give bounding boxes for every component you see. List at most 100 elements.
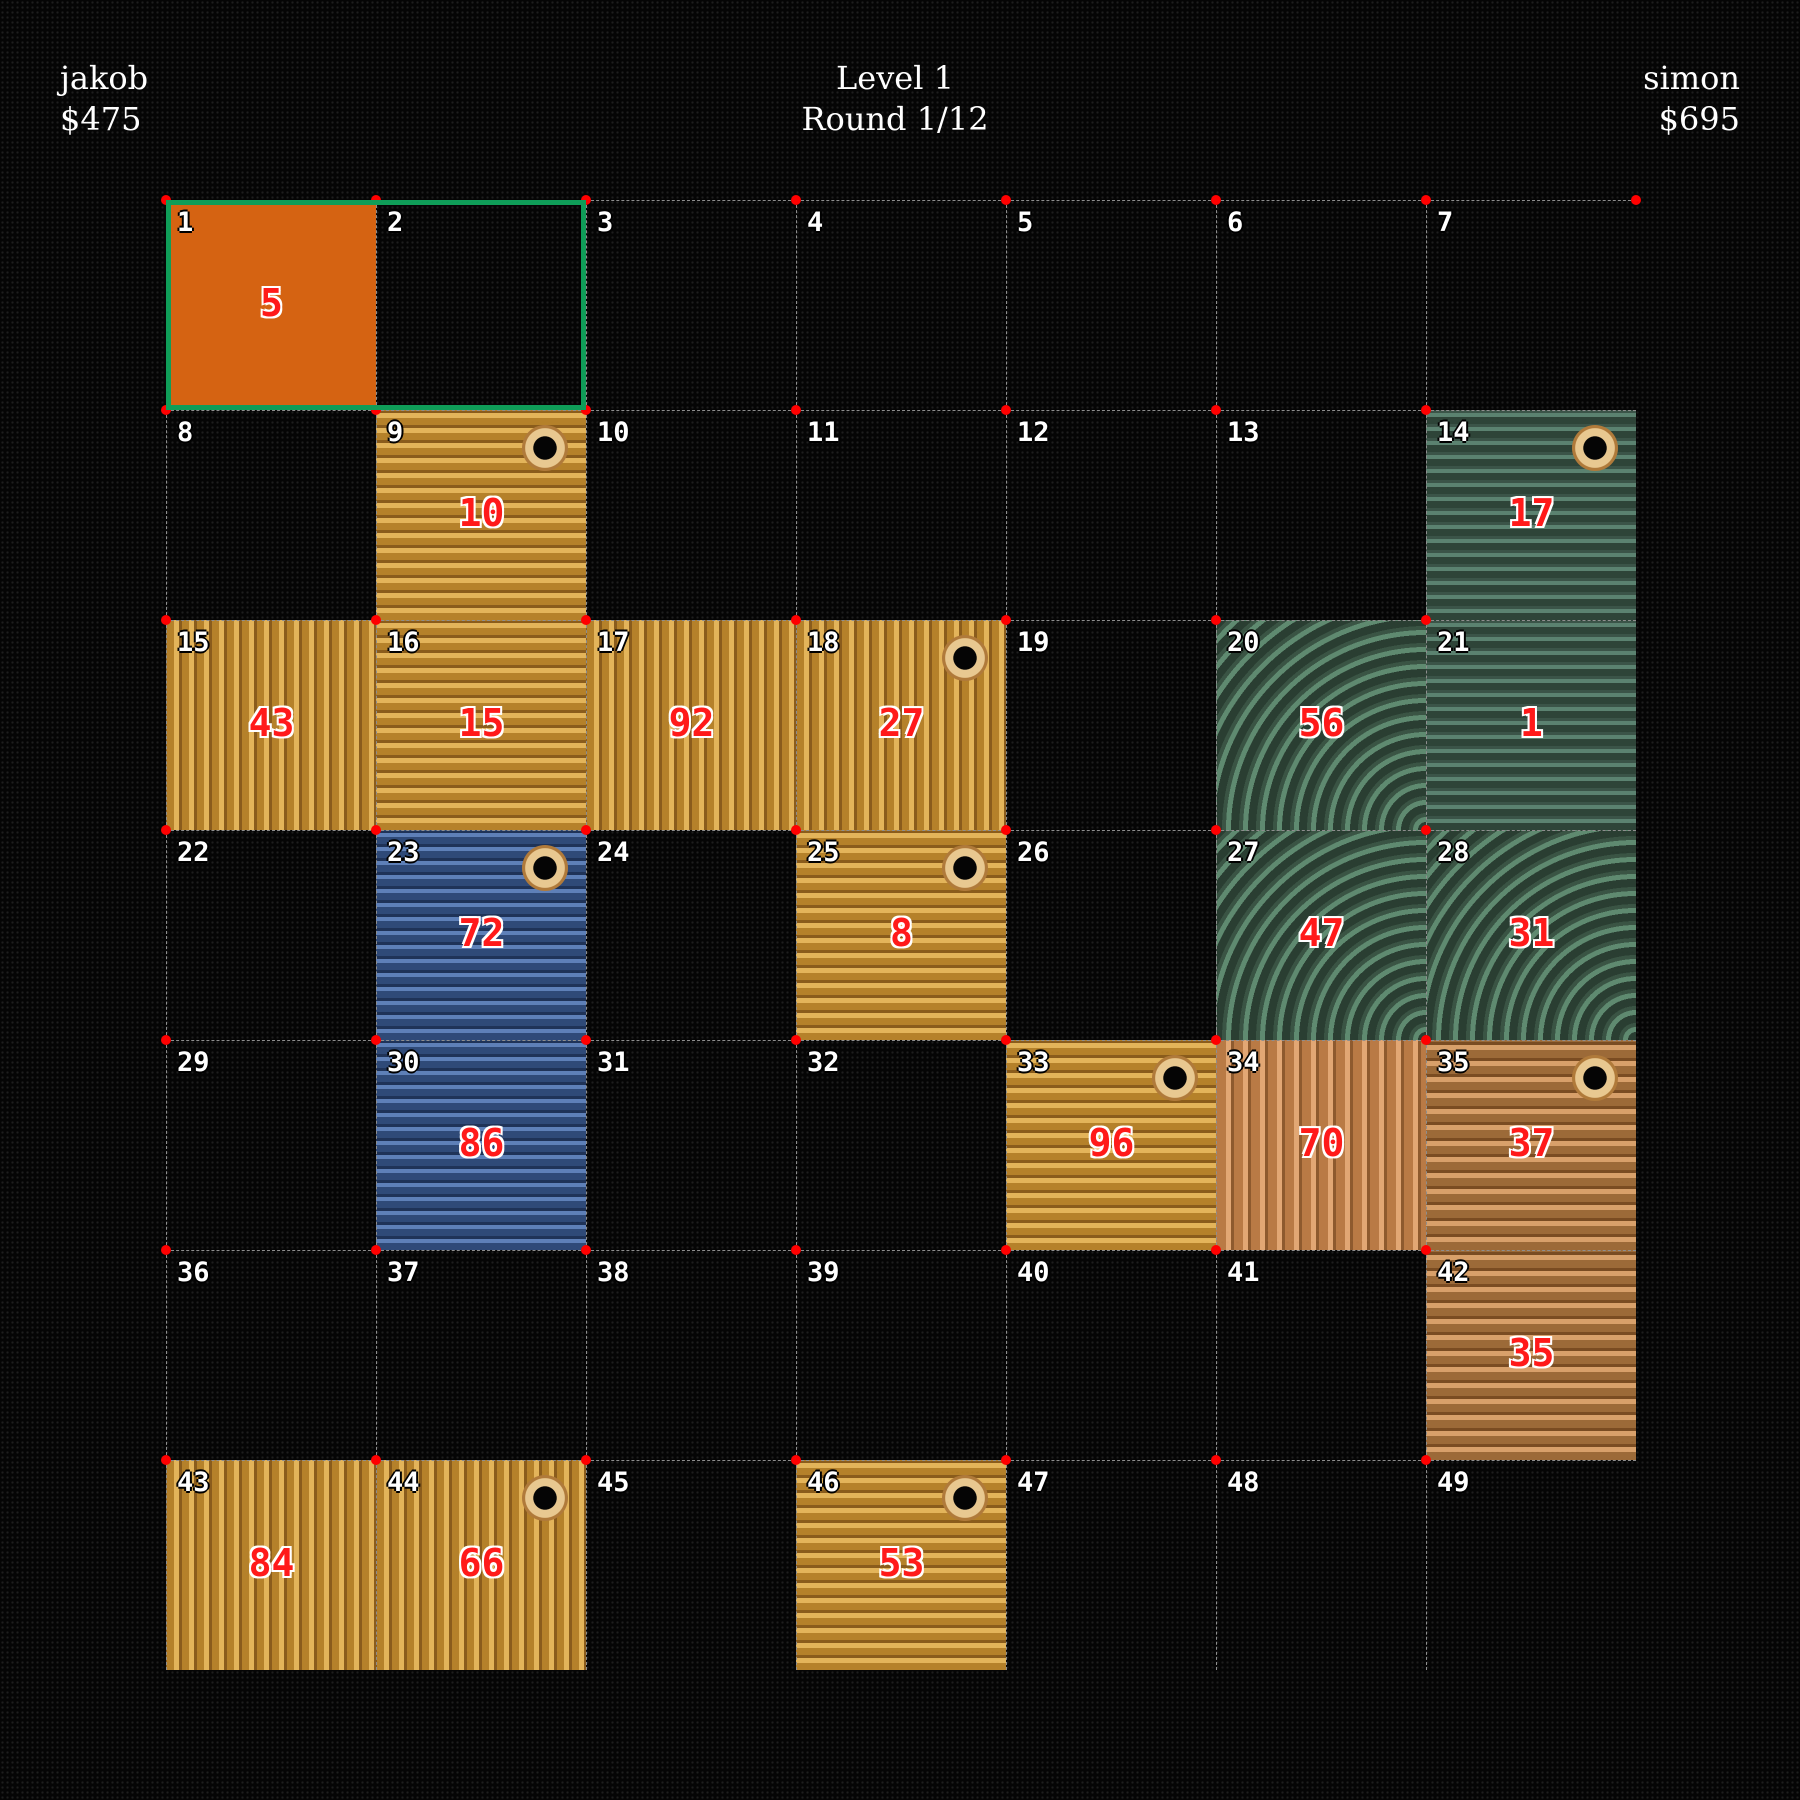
board-cell-40[interactable]: 40 [1006,1250,1216,1460]
cell-index-label: 3 [597,207,614,238]
board-cell-11[interactable]: 11 [796,410,1006,620]
grid-corner-dot [581,825,591,835]
grid-corner-dot [1421,615,1431,625]
cell-value-label: 27 [878,701,925,745]
player-one-name: jakob [60,59,149,97]
cell-index-label: 47 [1017,1467,1050,1498]
round-label: Round 1/12 [801,100,989,138]
grid-corner-dot [1211,615,1221,625]
creature-eye-icon [522,845,568,891]
grid-corner-dot [1211,1455,1221,1465]
board-cell-29[interactable]: 29 [166,1040,376,1250]
board-cell-3[interactable]: 3 [586,200,796,410]
cell-index-label: 13 [1227,417,1260,448]
grid-corner-dot [581,405,591,415]
board-cell-10[interactable]: 10 [586,410,796,620]
board-cell-15[interactable]: 15 43 [166,620,376,830]
board-cell-14[interactable]: 14 17 [1426,410,1636,620]
cell-index-label: 46 [807,1467,840,1498]
grid-corner-dot [1211,825,1221,835]
board-cell-17[interactable]: 17 92 [586,620,796,830]
cell-value-label: 37 [1508,1121,1555,1165]
board-cell-30[interactable]: 30 86 [376,1040,586,1250]
cell-index-label: 27 [1227,837,1260,868]
cell-index-label: 9 [387,417,404,448]
cell-value-label: 96 [1088,1121,1135,1165]
board-cell-20[interactable]: 20 56 [1216,620,1426,830]
cell-value-label: 31 [1508,911,1555,955]
board-cell-16[interactable]: 16 15 [376,620,586,830]
cell-value-label: 66 [458,1541,505,1585]
board-cell-46[interactable]: 46 53 [796,1460,1006,1670]
creature-eye-icon [1572,425,1618,471]
board-cell-33[interactable]: 33 96 [1006,1040,1216,1250]
grid-corner-dot [161,825,171,835]
board-cell-49[interactable]: 49 [1426,1460,1636,1670]
board-cell-12[interactable]: 12 [1006,410,1216,620]
grid-corner-dot [371,405,381,415]
board-cell-37[interactable]: 37 [376,1250,586,1460]
board-cell-6[interactable]: 6 [1216,200,1426,410]
board-cell-31[interactable]: 31 [586,1040,796,1250]
board-cell-18[interactable]: 18 27 [796,620,1006,830]
board-cell-44[interactable]: 44 66 [376,1460,586,1670]
board-cell-23[interactable]: 23 72 [376,830,586,1040]
grid-corner-dot [1001,1455,1011,1465]
board-cell-24[interactable]: 24 [586,830,796,1040]
board-cell-26[interactable]: 26 [1006,830,1216,1040]
grid-corner-dot [371,825,381,835]
creature-eye-icon [1152,1055,1198,1101]
board-cell-8[interactable]: 8 [166,410,376,620]
board-cell-32[interactable]: 32 [796,1040,1006,1250]
cell-index-label: 15 [177,627,210,658]
board-cell-38[interactable]: 38 [586,1250,796,1460]
grid-corner-dot [581,1035,591,1045]
board-cell-7[interactable]: 7 [1426,200,1636,410]
cell-index-label: 17 [597,627,630,658]
cell-index-label: 38 [597,1257,630,1288]
board-cell-39[interactable]: 39 [796,1250,1006,1460]
board-cell-47[interactable]: 47 [1006,1460,1216,1670]
board-cell-35[interactable]: 35 37 [1426,1040,1636,1250]
grid-corner-dot [1421,195,1431,205]
cell-index-label: 7 [1437,207,1454,238]
board-cell-19[interactable]: 19 [1006,620,1216,830]
board-cell-21[interactable]: 21 1 [1426,620,1636,830]
cell-index-label: 37 [387,1257,420,1288]
board-cell-9[interactable]: 9 10 [376,410,586,620]
board-cell-4[interactable]: 4 [796,200,1006,410]
cell-value-label: 92 [668,701,715,745]
player-one-money: $475 [60,100,142,138]
cell-index-label: 49 [1437,1467,1470,1498]
board-cell-22[interactable]: 22 [166,830,376,1040]
board-cell-2[interactable]: 2 [376,200,586,410]
creature-eye-icon [522,1475,568,1521]
grid-corner-dot [581,615,591,625]
cell-index-label: 21 [1437,627,1470,658]
cell-index-label: 30 [387,1047,420,1078]
board-cell-45[interactable]: 45 [586,1460,796,1670]
board-cell-25[interactable]: 25 8 [796,830,1006,1040]
creature-eye-icon [942,635,988,681]
board-cell-13[interactable]: 13 [1216,410,1426,620]
cell-value-label: 84 [248,1541,295,1585]
grid-corner-dot [161,615,171,625]
cell-index-label: 26 [1017,837,1050,868]
cell-value-label: 70 [1298,1121,1345,1165]
grid-corner-dot [791,1455,801,1465]
board-cell-5[interactable]: 5 [1006,200,1216,410]
board-cell-36[interactable]: 36 [166,1250,376,1460]
cell-value-label: 47 [1298,911,1345,955]
board-cell-28[interactable]: 28 31 [1426,830,1636,1040]
board-cell-43[interactable]: 43 84 [166,1460,376,1670]
board-cell-48[interactable]: 48 [1216,1460,1426,1670]
board-cell-34[interactable]: 34 70 [1216,1040,1426,1250]
board-cell-42[interactable]: 42 35 [1426,1250,1636,1460]
grid-corner-dot [1001,825,1011,835]
board-cell-41[interactable]: 41 [1216,1250,1426,1460]
grid-corner-dot [1421,1455,1431,1465]
grid-corner-dot [161,195,171,205]
board-cell-27[interactable]: 27 47 [1216,830,1426,1040]
creature-eye-icon [942,845,988,891]
